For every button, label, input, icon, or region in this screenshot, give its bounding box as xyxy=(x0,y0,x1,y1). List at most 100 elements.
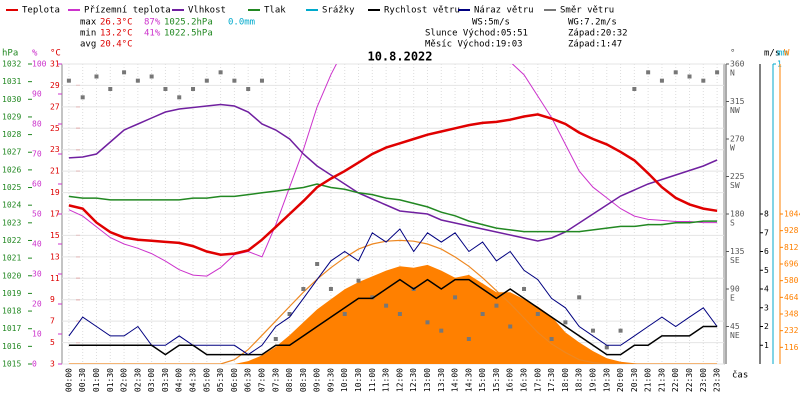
direction-point xyxy=(439,328,444,333)
y-tick-label: 17 xyxy=(50,210,60,219)
compass-label: NE xyxy=(730,331,740,340)
y-tick-label: 1029 xyxy=(2,112,21,121)
y-tick-label: 1026 xyxy=(2,165,21,174)
direction-point xyxy=(453,295,458,300)
y-tick-label: 1022 xyxy=(2,236,21,245)
y-tick-label: 225 xyxy=(730,172,745,181)
axis-label: m/s xyxy=(764,49,780,59)
y-tick-label: 29 xyxy=(50,81,60,90)
y-tick-label: 4 xyxy=(764,285,769,294)
direction-point xyxy=(659,78,664,83)
x-tick-label: 16:00 xyxy=(506,368,515,392)
x-tick-label: 00:00 xyxy=(64,368,73,392)
x-tick-label: 11:30 xyxy=(382,368,391,392)
direction-point xyxy=(508,324,513,329)
direction-point xyxy=(397,312,402,316)
legend-label: Tlak xyxy=(264,6,286,16)
direction-point xyxy=(301,287,306,291)
legend-label: Náraz větru xyxy=(474,6,534,16)
stat-value: 26.3°C xyxy=(100,18,133,28)
legend-label: Rychlost větru xyxy=(384,6,460,16)
series-line xyxy=(68,278,718,356)
y-tick-label: 6 xyxy=(764,247,769,256)
direction-point xyxy=(370,295,375,300)
x-tick-label: 02:30 xyxy=(133,368,142,392)
y-tick-label: 464 xyxy=(784,293,799,302)
x-tick-label: 23:00 xyxy=(699,368,708,392)
x-tick-label: 15:00 xyxy=(478,368,487,392)
y-tick-label: 7 xyxy=(50,317,55,326)
x-tick-label: 07:00 xyxy=(257,368,266,392)
x-tick-label: 13:00 xyxy=(423,368,432,392)
axis-label: ° xyxy=(730,49,735,59)
chart-title: 10.8.2022 xyxy=(367,50,432,64)
x-tick-label: 21:30 xyxy=(657,368,666,392)
x-tick-label: 22:00 xyxy=(671,368,680,392)
y-tick-label: 60 xyxy=(32,180,42,189)
direction-point xyxy=(259,78,264,83)
direction-point xyxy=(618,328,623,333)
y-tick-label: 315 xyxy=(730,97,745,106)
y-tick-label: 3 xyxy=(764,303,769,312)
y-tick-label: 31 xyxy=(50,60,60,69)
legend-label: Přízemní teplota xyxy=(84,6,171,16)
direction-point xyxy=(177,95,182,100)
x-tick-label: 01:30 xyxy=(106,368,115,392)
x-tick-label: 09:00 xyxy=(313,368,322,392)
direction-point xyxy=(122,70,127,75)
y-tick-label: 348 xyxy=(784,310,799,319)
direction-point xyxy=(80,95,85,100)
legend-label: Směr větru xyxy=(560,6,614,16)
direction-point xyxy=(287,312,292,316)
axis-label: W xyxy=(784,49,790,59)
y-tick-label: 1044 xyxy=(784,210,800,219)
y-tick-label: 8 xyxy=(764,210,769,219)
y-tick-label: 116 xyxy=(784,343,799,352)
stat-value: 1025.2hPa xyxy=(164,18,213,28)
direction-point xyxy=(66,78,71,83)
direction-point xyxy=(356,278,361,283)
legend-label: Vlhkost xyxy=(188,6,226,16)
y-tick-label: 1017 xyxy=(2,324,21,333)
y-tick-label: 11 xyxy=(50,274,60,283)
direction-point xyxy=(384,303,389,308)
y-tick-label: 100 xyxy=(32,60,47,69)
x-tick-label: 08:00 xyxy=(285,368,294,392)
stat-value: 0.0mm xyxy=(228,18,255,28)
y-tick-label: 30 xyxy=(32,270,42,279)
y-tick-label: 27 xyxy=(50,102,60,111)
y-tick-label: 135 xyxy=(730,247,745,256)
y-tick-label: 1020 xyxy=(2,271,21,280)
y-tick-label: 9 xyxy=(50,295,55,304)
direction-point xyxy=(273,337,278,341)
x-tick-label: 18:00 xyxy=(561,368,570,392)
y-tick-label: 25 xyxy=(50,124,60,133)
x-tick-label: 06:30 xyxy=(244,368,253,392)
direction-point xyxy=(218,70,223,75)
y-tick-label: 40 xyxy=(32,240,42,249)
y-tick-label: 1023 xyxy=(2,218,21,227)
stat-value: 1022.5hPa xyxy=(164,29,213,39)
compass-label: W xyxy=(730,144,735,153)
series-line xyxy=(68,103,718,242)
direction-point xyxy=(604,345,609,350)
x-tick-label: 19:30 xyxy=(602,368,611,392)
y-tick-label: 45 xyxy=(730,322,740,331)
wind-stat: WS:5m/s xyxy=(472,18,510,28)
y-tick-label: 90 xyxy=(32,90,42,99)
compass-label: NW xyxy=(730,106,740,115)
x-tick-label: 14:00 xyxy=(451,368,460,392)
legend-label: Srážky xyxy=(322,6,355,16)
direction-point xyxy=(315,262,320,266)
x-tick-label: 23:30 xyxy=(713,368,722,392)
direction-point xyxy=(204,78,209,83)
y-tick-label: 1015 xyxy=(2,360,21,369)
y-tick-label: 1021 xyxy=(2,254,21,263)
y-tick-label: 1018 xyxy=(2,307,21,316)
y-tick-label: 5 xyxy=(764,266,769,275)
direction-point xyxy=(342,312,347,316)
direction-point xyxy=(494,303,499,308)
direction-point xyxy=(232,78,237,83)
x-tick-label: 11:00 xyxy=(368,368,377,392)
